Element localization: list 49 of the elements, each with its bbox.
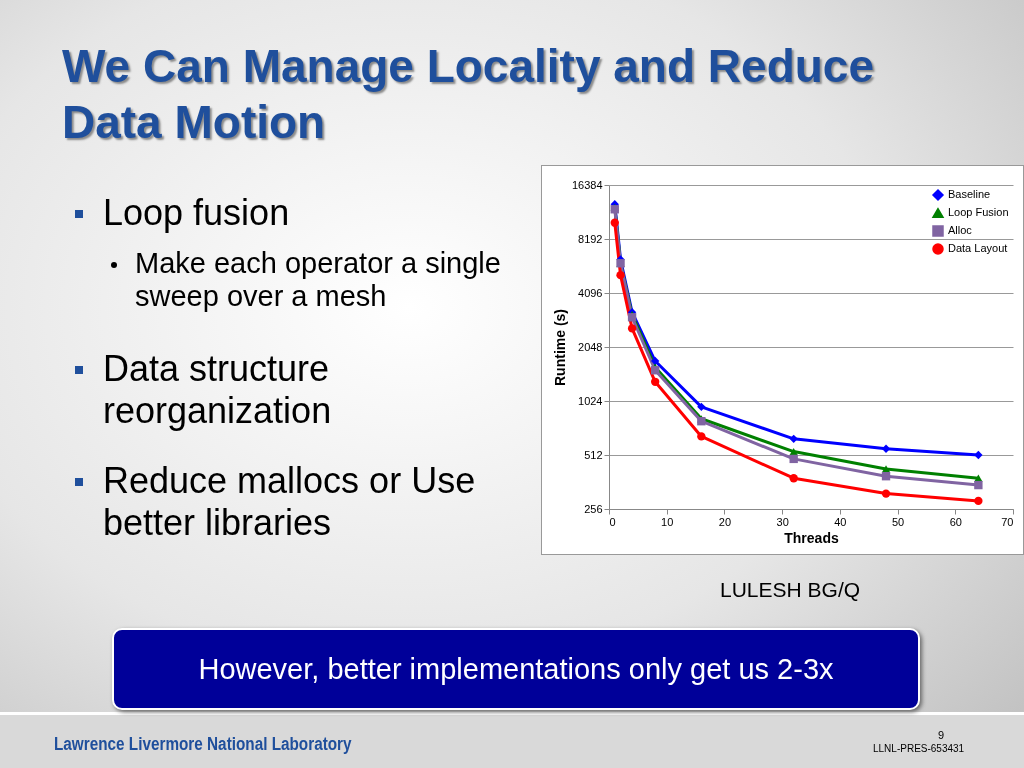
y-tick-label: 16384 bbox=[571, 178, 603, 191]
point bbox=[789, 434, 798, 444]
x-axis-title: Threads bbox=[784, 529, 839, 546]
legend-label: Loop Fusion bbox=[948, 206, 1009, 218]
x-tick-label: 0 bbox=[609, 515, 616, 528]
x-tick-label: 50 bbox=[891, 515, 905, 528]
x-tick-label: 70 bbox=[1001, 515, 1014, 528]
point bbox=[650, 356, 660, 366]
text: 9 bbox=[938, 729, 945, 741]
point bbox=[627, 324, 637, 333]
point bbox=[789, 447, 798, 456]
point bbox=[881, 472, 891, 481]
text: However, better implementations only get us 2-3x bbox=[112, 628, 920, 710]
text: Make each operator a single sweep over a mesh bbox=[135, 247, 502, 313]
point bbox=[650, 366, 660, 375]
text: LLNL-PRES-653431 bbox=[873, 743, 965, 754]
point bbox=[881, 444, 891, 453]
point bbox=[697, 402, 706, 412]
point bbox=[610, 218, 619, 227]
y-tick-label: 1024 bbox=[578, 394, 603, 407]
point bbox=[974, 496, 983, 506]
point bbox=[974, 450, 983, 460]
y-tick-label: 2048 bbox=[578, 340, 603, 353]
x-tick-label: 60 bbox=[949, 515, 962, 528]
text: Reduce mallocs or Use better libraries bbox=[103, 460, 477, 544]
y-tick-label: 8192 bbox=[578, 232, 603, 245]
point bbox=[881, 489, 891, 498]
x-tick-label: 20 bbox=[718, 515, 732, 528]
x-tick-label: 10 bbox=[661, 515, 674, 528]
legend-label: Data Layout bbox=[948, 242, 1008, 254]
point bbox=[789, 474, 798, 483]
point bbox=[789, 454, 798, 464]
text: Data structure reorganization bbox=[103, 348, 333, 432]
point bbox=[650, 377, 660, 386]
x-tick-label: 40 bbox=[834, 515, 847, 528]
text: Lawrence Livermore National Laboratory bbox=[54, 734, 352, 755]
x-tick-label: 30 bbox=[776, 515, 789, 528]
legend-label: Baseline bbox=[948, 188, 991, 200]
y-tick-label: 256 bbox=[584, 502, 603, 515]
chart-title: We Can Manage Locality and Reduce Data Motion bbox=[62, 39, 875, 150]
text: Loop fusion bbox=[103, 192, 290, 234]
legend-label: Alloc bbox=[948, 224, 973, 236]
y-axis-title: Runtime (s) bbox=[551, 309, 568, 386]
y-tick-label: 4096 bbox=[578, 286, 603, 299]
point bbox=[616, 270, 625, 280]
text: LULESH BG/Q bbox=[720, 578, 861, 602]
y-tick-label: 512 bbox=[584, 448, 603, 461]
point bbox=[697, 432, 706, 441]
point bbox=[974, 480, 983, 490]
